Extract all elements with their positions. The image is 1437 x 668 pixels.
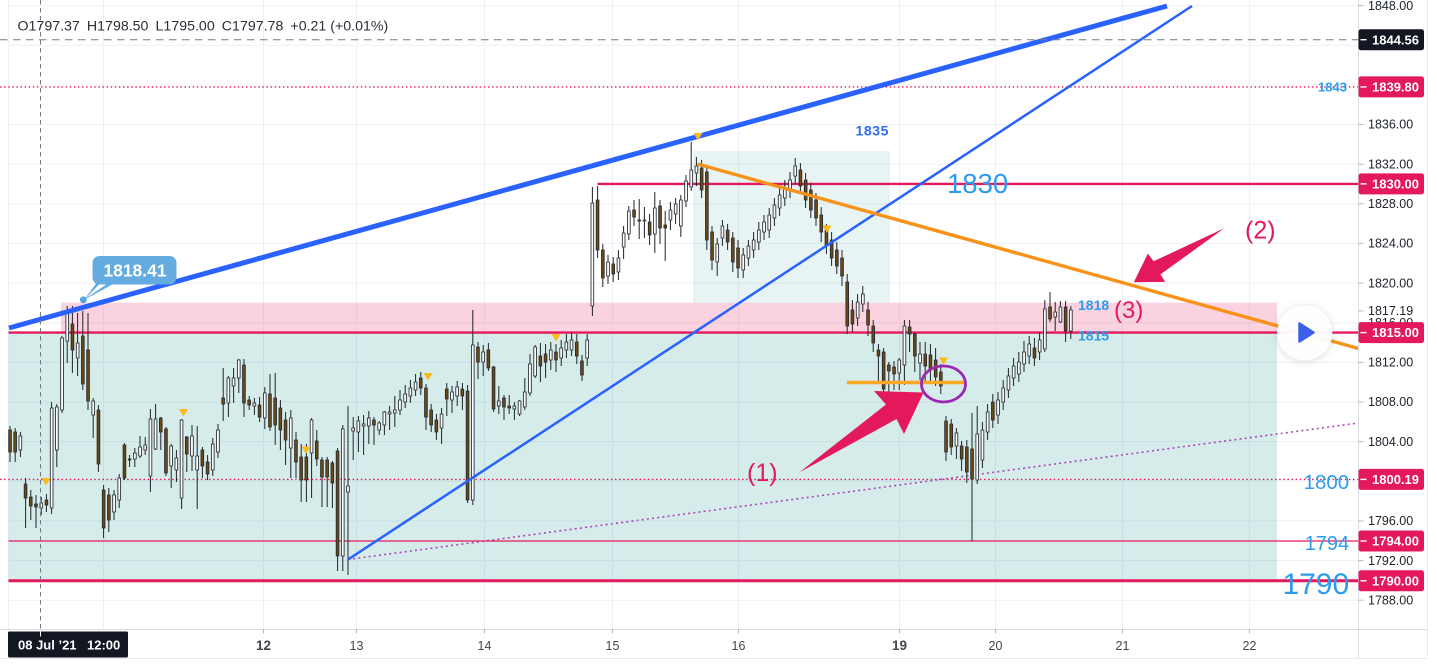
svg-text:1794.00: 1794.00 [1372, 534, 1419, 549]
svg-text:1808.00: 1808.00 [1368, 395, 1413, 409]
svg-text:14: 14 [478, 639, 492, 653]
svg-text:1790: 1790 [1282, 568, 1349, 601]
svg-text:15: 15 [606, 639, 620, 653]
svg-text:1800.19: 1800.19 [1372, 472, 1419, 487]
svg-text:1828.00: 1828.00 [1368, 197, 1413, 211]
svg-text:1830.00: 1830.00 [1372, 177, 1419, 192]
svg-text:1818.41: 1818.41 [103, 261, 167, 281]
svg-text:20: 20 [989, 639, 1003, 653]
svg-text:13: 13 [350, 639, 364, 653]
svg-text:16: 16 [732, 639, 746, 653]
svg-text:1812.00: 1812.00 [1368, 356, 1413, 370]
svg-text:1820.00: 1820.00 [1368, 276, 1413, 290]
svg-text:1815: 1815 [1078, 328, 1109, 344]
svg-text:1796.00: 1796.00 [1368, 514, 1413, 528]
svg-text:08 Jul ’21: 08 Jul ’21 [18, 638, 77, 653]
svg-text:1832.00: 1832.00 [1368, 157, 1413, 171]
svg-text:1800: 1800 [1304, 471, 1350, 494]
svg-text:1790.00: 1790.00 [1372, 573, 1419, 588]
svg-text:1848.00: 1848.00 [1368, 0, 1413, 13]
svg-text:22: 22 [1243, 639, 1257, 653]
svg-text:(2): (2) [1245, 217, 1276, 245]
svg-text:1830: 1830 [947, 168, 1008, 199]
svg-text:19: 19 [892, 638, 907, 653]
svg-text:O1797.37 H1798.50 L1795.00 C17: O1797.37 H1798.50 L1795.00 C1797.78 +0.2… [18, 19, 389, 35]
svg-text:1839.80: 1839.80 [1372, 80, 1419, 95]
svg-text:1815.00: 1815.00 [1372, 325, 1419, 340]
svg-text:(3): (3) [1114, 297, 1143, 324]
svg-text:1824.00: 1824.00 [1368, 237, 1413, 251]
svg-text:12: 12 [256, 638, 271, 653]
svg-text:1835: 1835 [856, 123, 890, 139]
svg-text:1836.00: 1836.00 [1368, 118, 1413, 132]
svg-text:12:00: 12:00 [87, 638, 120, 653]
svg-text:1817.19: 1817.19 [1368, 304, 1413, 318]
svg-text:1792.00: 1792.00 [1368, 554, 1413, 568]
svg-text:1843: 1843 [1318, 80, 1347, 95]
svg-text:1844.56: 1844.56 [1372, 32, 1419, 47]
svg-text:1804.00: 1804.00 [1368, 435, 1413, 449]
svg-text:21: 21 [1116, 639, 1130, 653]
svg-text:1794: 1794 [1305, 533, 1350, 555]
svg-text:(1): (1) [747, 459, 778, 487]
svg-text:1788.00: 1788.00 [1368, 593, 1413, 607]
svg-text:1818: 1818 [1078, 297, 1109, 313]
